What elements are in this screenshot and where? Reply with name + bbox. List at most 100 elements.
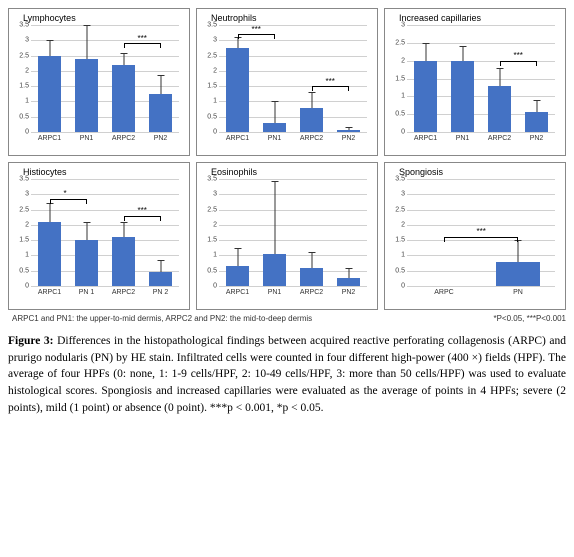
y-tick: 0 [15,283,29,290]
y-tick: 1 [203,98,217,105]
panel-footnote: ARPC1 and PN1: the upper-to-mid dermis, … [12,314,566,323]
y-tick: 3.5 [15,22,29,29]
y-tick: 0.5 [203,113,217,120]
y-tick: 3 [15,191,29,198]
bar [38,222,60,286]
x-label: ARPC1 [219,133,256,142]
significance-label: *** [477,227,486,236]
bar [38,56,60,132]
y-tick: 0 [15,129,29,136]
chart-area: 00.511.522.533.5 [219,179,367,287]
significance-label: * [64,189,67,198]
chart-panel: Eosinophils00.511.522.533.5ARPC1PN1ARPC2… [196,162,378,310]
y-tick: 3.5 [391,176,405,183]
y-tick: 1.5 [391,75,405,82]
y-tick: 1.5 [391,237,405,244]
figure-container: Lymphocytes00.511.522.533.5***ARPC1PN1AR… [0,0,574,424]
x-label: PN 1 [68,287,105,296]
figure-caption: Figure 3: Differences in the histopathol… [8,333,566,416]
x-label: ARPC2 [105,287,142,296]
bar [112,65,134,132]
y-tick: 1.5 [203,237,217,244]
bar [112,237,134,286]
y-tick: 0.5 [15,267,29,274]
bar [300,108,322,132]
bar [337,130,359,132]
x-label: PN1 [68,133,105,142]
x-label: PN2 [330,133,367,142]
significance-label: *** [326,77,335,86]
y-tick: 2.5 [391,206,405,213]
y-tick: 3 [15,37,29,44]
x-label: ARPC1 [407,133,444,142]
y-tick: 1.5 [203,83,217,90]
panel-title: Lymphocytes [23,13,183,23]
x-label: PN2 [142,133,179,142]
x-label: ARPC2 [293,133,330,142]
y-tick: 2 [203,221,217,228]
bar [75,240,97,286]
y-tick: 2 [203,67,217,74]
panel-grid: Lymphocytes00.511.522.533.5***ARPC1PN1AR… [8,8,566,310]
y-tick: 1 [15,252,29,259]
y-tick: 3 [391,191,405,198]
significance-label: *** [252,25,261,34]
x-label: PN1 [256,287,293,296]
x-label: ARPC1 [31,287,68,296]
y-tick: 1.5 [15,83,29,90]
chart-area: 00.511.522.53*** [407,25,555,133]
y-tick: 1.5 [15,237,29,244]
y-tick: 1 [391,93,405,100]
x-label: PN 2 [142,287,179,296]
y-tick: 2 [15,67,29,74]
y-tick: 0 [203,283,217,290]
chart-panel: Lymphocytes00.511.522.533.5***ARPC1PN1AR… [8,8,190,156]
panel-title: Neutrophils [211,13,371,23]
y-tick: 0 [391,283,405,290]
y-tick: 3.5 [203,22,217,29]
y-tick: 0.5 [391,111,405,118]
chart-panel: Spongiosis00.511.522.533.5***ARPCPN [384,162,566,310]
bar [149,94,171,132]
bar [451,61,473,132]
y-tick: 0.5 [203,267,217,274]
y-tick: 2.5 [203,52,217,59]
x-label: PN2 [330,287,367,296]
chart-panel: Neutrophils00.511.522.533.5******ARPC1PN… [196,8,378,156]
panel-title: Spongiosis [399,167,559,177]
x-label: PN2 [518,133,555,142]
significance-bracket [500,61,537,65]
chart-area: 00.511.522.533.5****** [219,25,367,133]
x-label: PN1 [444,133,481,142]
y-tick: 1 [203,252,217,259]
y-tick: 2 [391,57,405,64]
significance-bracket [124,43,161,47]
x-label: ARPC1 [31,133,68,142]
y-tick: 0 [203,129,217,136]
chart-area: 00.511.522.533.5*** [407,179,555,287]
y-tick: 3.5 [15,176,29,183]
bar [488,86,510,132]
panel-title: Histiocytes [23,167,183,177]
bar [263,254,285,286]
footnote-right: *P<0.05, ***P<0.001 [493,314,566,323]
caption-body: Differences in the histopathological fin… [8,335,566,414]
bar [226,266,248,286]
y-tick: 3 [203,191,217,198]
chart-area: 00.511.522.533.5*** [31,25,179,133]
bar [75,59,97,132]
y-tick: 2.5 [15,52,29,59]
x-label: PN [481,287,555,296]
chart-panel: Increased capillaries 00.511.522.53***ARP… [384,8,566,156]
bar [149,272,171,286]
significance-label: *** [514,51,523,60]
significance-label: *** [138,34,147,43]
bar [300,268,322,286]
panel-title: Eosinophils [211,167,371,177]
x-label: ARPC2 [481,133,518,142]
caption-lead: Figure 3: [8,335,57,347]
y-tick: 3.5 [203,176,217,183]
panel-title: Increased capillaries [399,13,559,23]
x-label: ARPC2 [293,287,330,296]
y-tick: 0.5 [15,113,29,120]
